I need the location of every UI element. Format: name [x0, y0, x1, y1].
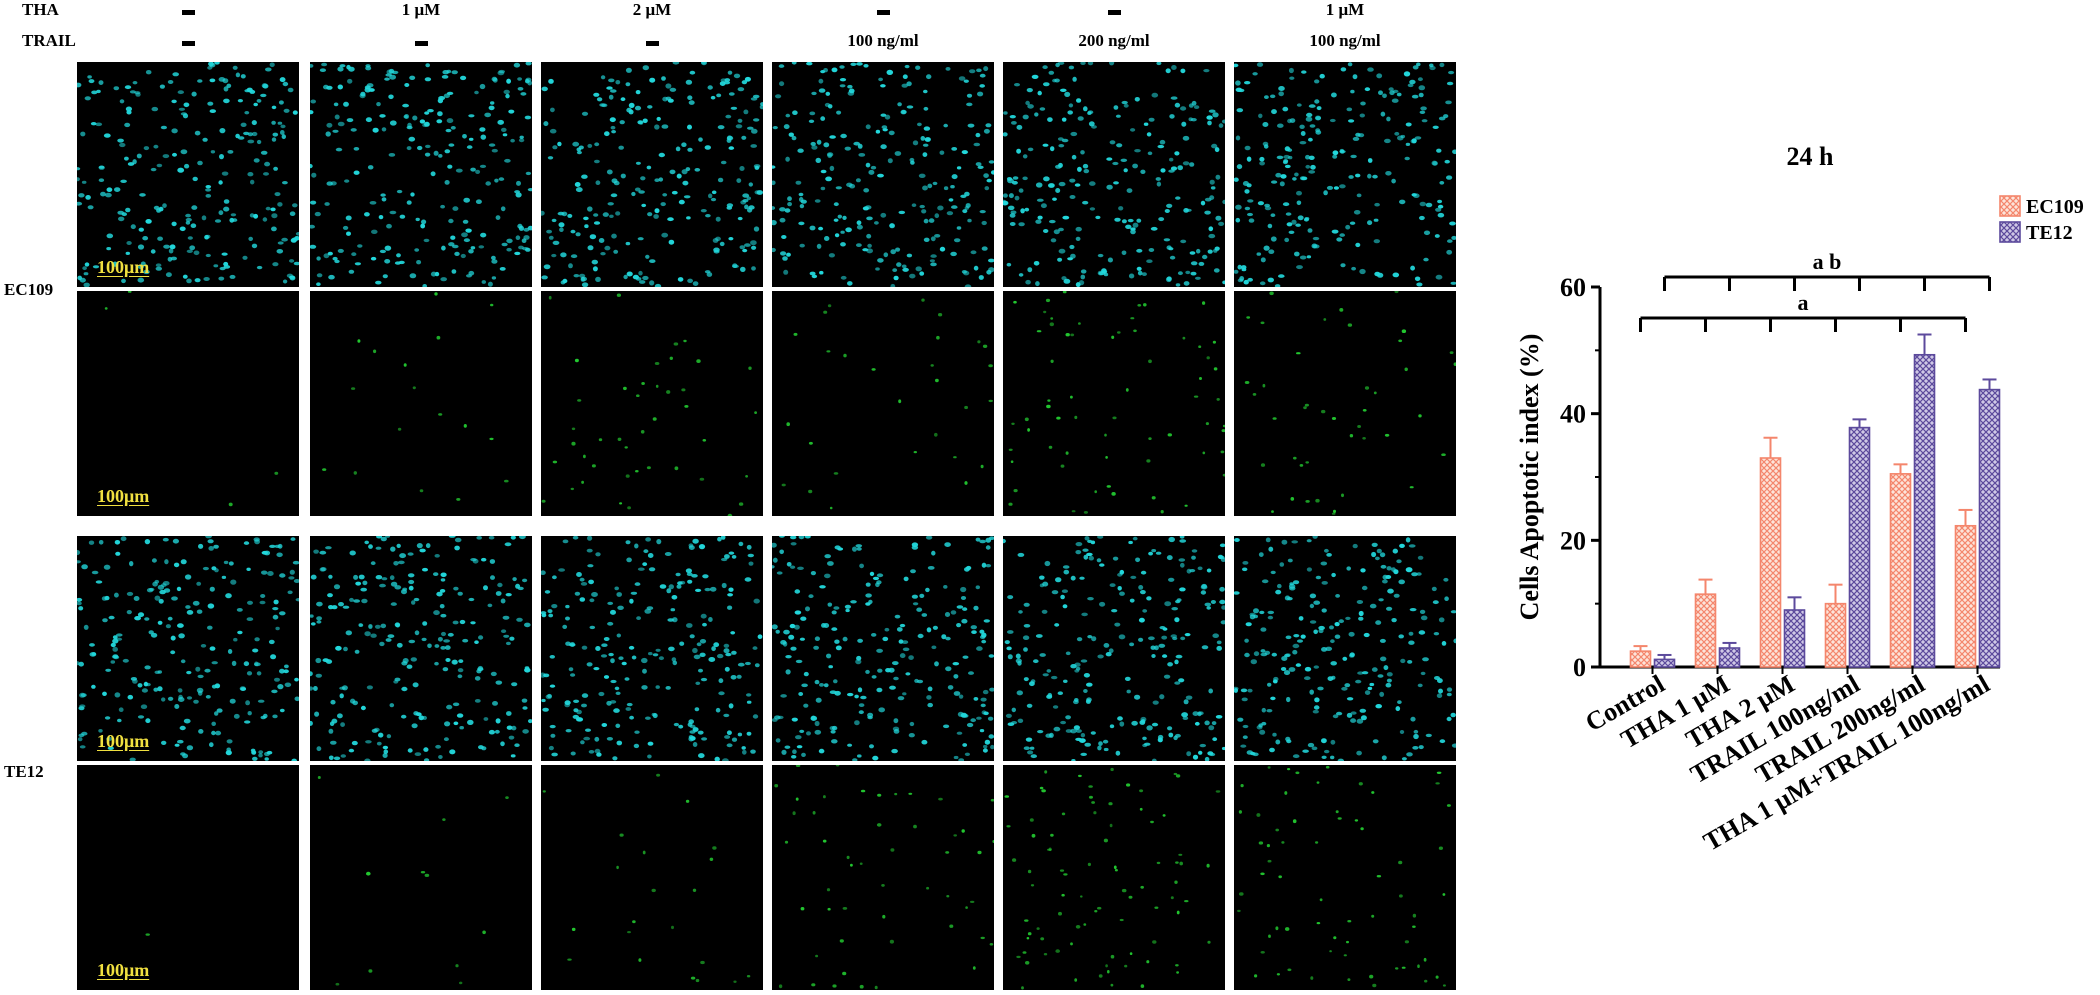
micrograph-ec109-dapi: [1234, 62, 1456, 287]
bar-te12: [1848, 426, 1871, 668]
bar-ec109: [1824, 602, 1847, 668]
micrograph-ec109-tunel: [541, 291, 763, 516]
treatment-value: 1 μM: [1325, 0, 1365, 19]
micrograph-ec109-tunel: [1003, 291, 1225, 516]
bar-ec109: [1954, 524, 1977, 668]
treatment-value: 100 ng/ml: [1309, 31, 1381, 50]
micrograph-ec109-tunel: [1234, 291, 1456, 516]
bar-te12: [1653, 658, 1676, 668]
micrograph-te12-tunel: [772, 765, 994, 990]
micrograph-ec109-tunel: 100μm: [77, 291, 299, 516]
bar-te12: [1913, 353, 1936, 668]
micrograph-te12-tunel: 100μm: [77, 765, 299, 990]
bar-ec109: [1889, 473, 1912, 668]
bar-te12: [1718, 647, 1741, 668]
treatment-dash: [877, 10, 890, 15]
treatment-dash: [415, 41, 428, 46]
bar-te12: [1978, 388, 2001, 668]
micrograph-te12-dapi: [541, 536, 763, 761]
treatment-value: 200 ng/ml: [1078, 31, 1150, 50]
bar-ec109: [1759, 457, 1782, 668]
tha-row-label: THA: [22, 0, 59, 19]
treatment-dash: [182, 10, 195, 15]
micrograph-te12-dapi: [1003, 536, 1225, 761]
scale-bar: 100μm: [97, 731, 150, 751]
y-tick-label: 40: [1560, 400, 1586, 429]
scale-bar: 100μm: [97, 257, 150, 277]
y-axis-label: Cells Apoptotic index (%): [1515, 334, 1544, 621]
y-tick-label: 20: [1560, 526, 1586, 555]
scale-bar: 100μm: [97, 960, 150, 980]
y-tick-label: 0: [1573, 653, 1586, 682]
chart-title: 24 h: [1787, 142, 1835, 171]
micrograph-te12-dapi: [1234, 536, 1456, 761]
micrograph-ec109-dapi: 100μm: [77, 62, 299, 287]
legend-swatch-ec109: [1999, 195, 2021, 217]
legend-label-te12: TE12: [2026, 222, 2073, 244]
trail-row-label: TRAIL: [22, 31, 76, 50]
significance-a-label: a: [1798, 290, 1809, 315]
micrograph-te12-dapi: [772, 536, 994, 761]
treatment-value: 2 μM: [632, 0, 672, 19]
micrograph-te12-tunel: [310, 765, 532, 990]
legend-swatch-te12: [1999, 221, 2021, 243]
micrograph-ec109-dapi: [1003, 62, 1225, 287]
micrograph-te12-tunel: [1234, 765, 1456, 990]
micrograph-ec109-dapi: [541, 62, 763, 287]
treatment-value: 1 μM: [401, 0, 441, 19]
micrograph-te12-tunel: [1003, 765, 1225, 990]
bar-ec109: [1694, 593, 1717, 668]
treatment-value: 100 ng/ml: [847, 31, 919, 50]
micrograph-te12-dapi: [310, 536, 532, 761]
micrograph-ec109-dapi: [772, 62, 994, 287]
micrograph-te12-dapi: 100μm: [77, 536, 299, 761]
treatment-dash: [646, 41, 659, 46]
micrograph-ec109-dapi: [310, 62, 532, 287]
treatment-dash: [182, 41, 195, 46]
scale-bar: 100μm: [97, 486, 150, 506]
significance-ab-label: a b: [1813, 249, 1842, 274]
micrograph-ec109-tunel: [772, 291, 994, 516]
micrograph-te12-tunel: [541, 765, 763, 990]
legend-label-ec109: EC109: [2026, 196, 2084, 218]
row-label-ec109: EC109: [4, 280, 54, 299]
row-label-te12: TE12: [4, 762, 44, 781]
bar-te12: [1783, 609, 1806, 668]
bar-ec109: [1629, 650, 1652, 668]
y-tick-label: 60: [1560, 273, 1586, 302]
treatment-dash: [1108, 10, 1121, 15]
micrograph-ec109-tunel: [310, 291, 532, 516]
